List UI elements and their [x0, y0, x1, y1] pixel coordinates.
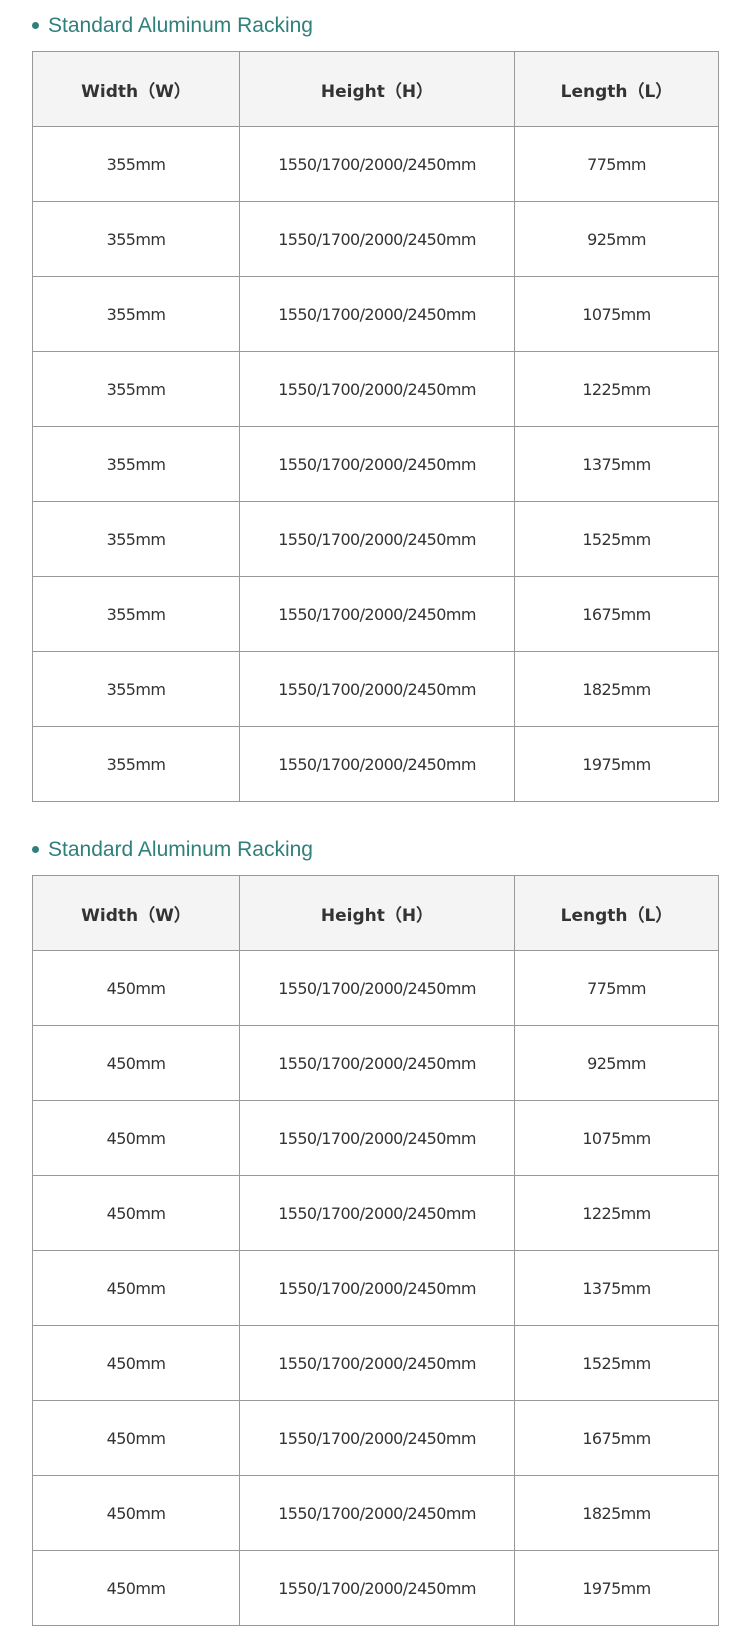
- table-cell: 1375mm: [514, 426, 719, 502]
- table-cell: 1525mm: [514, 1325, 719, 1401]
- table-row: 450mm 1550/1700/2000/2450mm 1525mm: [32, 1325, 719, 1401]
- table-cell: 355mm: [32, 576, 240, 652]
- spec-section: Standard Aluminum Racking Width（W） Height（…: [32, 0, 719, 802]
- table-cell: 450mm: [32, 1325, 240, 1401]
- table-cell: 1550/1700/2000/2450mm: [239, 1250, 515, 1326]
- table-header-row: Width（W） Height（H） Length（L）: [32, 875, 719, 951]
- table-cell: 1550/1700/2000/2450mm: [239, 1325, 515, 1401]
- table-row: 355mm 1550/1700/2000/2450mm 1525mm: [32, 501, 719, 577]
- table-cell: 1550/1700/2000/2450mm: [239, 1550, 515, 1626]
- table-cell: 775mm: [514, 950, 719, 1026]
- table-cell: 355mm: [32, 651, 240, 727]
- table-row: 450mm 1550/1700/2000/2450mm 1675mm: [32, 1400, 719, 1476]
- table-cell: 450mm: [32, 1400, 240, 1476]
- column-header: Width（W）: [32, 875, 240, 951]
- table-cell: 355mm: [32, 501, 240, 577]
- table-cell: 355mm: [32, 276, 240, 352]
- table-cell: 1675mm: [514, 1400, 719, 1476]
- table-cell: 1550/1700/2000/2450mm: [239, 726, 515, 802]
- spec-section: Standard Aluminum Racking Width（W） Height（…: [32, 824, 719, 1626]
- table-cell: 1075mm: [514, 1100, 719, 1176]
- table-cell: 1550/1700/2000/2450mm: [239, 576, 515, 652]
- column-header: Width（W）: [32, 51, 240, 127]
- section-title-text: Standard Aluminum Racking: [48, 837, 313, 861]
- table-cell: 450mm: [32, 950, 240, 1026]
- table-cell: 355mm: [32, 351, 240, 427]
- table-cell: 1675mm: [514, 576, 719, 652]
- table-row: 450mm 1550/1700/2000/2450mm 1375mm: [32, 1250, 719, 1326]
- bullet-icon: [32, 22, 39, 29]
- table-cell: 1075mm: [514, 276, 719, 352]
- table-cell: 1550/1700/2000/2450mm: [239, 126, 515, 202]
- table-cell: 1550/1700/2000/2450mm: [239, 950, 515, 1026]
- table-row: 355mm 1550/1700/2000/2450mm 1975mm: [32, 726, 719, 802]
- section-title-text: Standard Aluminum Racking: [48, 13, 313, 37]
- table-cell: 1550/1700/2000/2450mm: [239, 201, 515, 277]
- table-cell: 925mm: [514, 1025, 719, 1101]
- spec-table: Width（W） Height（H） Length（L） 450mm 1550/1700…: [32, 875, 719, 1626]
- table-cell: 925mm: [514, 201, 719, 277]
- table-cell: 1550/1700/2000/2450mm: [239, 501, 515, 577]
- table-row: 355mm 1550/1700/2000/2450mm 1675mm: [32, 576, 719, 652]
- table-row: 355mm 1550/1700/2000/2450mm 1075mm: [32, 276, 719, 352]
- spec-table: Width（W） Height（H） Length（L） 355mm 1550/1700…: [32, 51, 719, 802]
- table-cell: 1525mm: [514, 501, 719, 577]
- bullet-icon: [32, 846, 39, 853]
- table-cell: 1550/1700/2000/2450mm: [239, 276, 515, 352]
- table-row: 450mm 1550/1700/2000/2450mm 1075mm: [32, 1100, 719, 1176]
- table-cell: 355mm: [32, 201, 240, 277]
- table-cell: 450mm: [32, 1250, 240, 1326]
- column-header: Height（H）: [239, 51, 515, 127]
- section-title: Standard Aluminum Racking: [32, 824, 718, 875]
- table-row: 355mm 1550/1700/2000/2450mm 1825mm: [32, 651, 719, 727]
- table-cell: 1825mm: [514, 1475, 719, 1551]
- table-cell: 450mm: [32, 1025, 240, 1101]
- table-row: 450mm 1550/1700/2000/2450mm 775mm: [32, 950, 719, 1026]
- table-row: 355mm 1550/1700/2000/2450mm 925mm: [32, 201, 719, 277]
- table-cell: 1550/1700/2000/2450mm: [239, 1100, 515, 1176]
- section-title: Standard Aluminum Racking: [32, 0, 718, 51]
- table-cell: 1550/1700/2000/2450mm: [239, 351, 515, 427]
- table-cell: 450mm: [32, 1175, 240, 1251]
- table-cell: 775mm: [514, 126, 719, 202]
- column-header: Length（L）: [514, 51, 719, 127]
- table-cell: 1975mm: [514, 1550, 719, 1626]
- table-row: 450mm 1550/1700/2000/2450mm 1975mm: [32, 1550, 719, 1626]
- table-row: 450mm 1550/1700/2000/2450mm 1225mm: [32, 1175, 719, 1251]
- table-cell: 355mm: [32, 426, 240, 502]
- table-cell: 1975mm: [514, 726, 719, 802]
- table-header-row: Width（W） Height（H） Length（L）: [32, 51, 719, 127]
- table-cell: 1550/1700/2000/2450mm: [239, 1475, 515, 1551]
- table-row: 450mm 1550/1700/2000/2450mm 1825mm: [32, 1475, 719, 1551]
- table-cell: 1550/1700/2000/2450mm: [239, 426, 515, 502]
- table-cell: 450mm: [32, 1100, 240, 1176]
- table-cell: 1550/1700/2000/2450mm: [239, 651, 515, 727]
- table-cell: 355mm: [32, 726, 240, 802]
- table-row: 450mm 1550/1700/2000/2450mm 925mm: [32, 1025, 719, 1101]
- table-cell: 1550/1700/2000/2450mm: [239, 1175, 515, 1251]
- table-row: 355mm 1550/1700/2000/2450mm 1225mm: [32, 351, 719, 427]
- table-cell: 1375mm: [514, 1250, 719, 1326]
- table-cell: 450mm: [32, 1475, 240, 1551]
- table-cell: 1550/1700/2000/2450mm: [239, 1400, 515, 1476]
- table-row: 355mm 1550/1700/2000/2450mm 775mm: [32, 126, 719, 202]
- table-row: 355mm 1550/1700/2000/2450mm 1375mm: [32, 426, 719, 502]
- table-cell: 1225mm: [514, 1175, 719, 1251]
- table-cell: 450mm: [32, 1550, 240, 1626]
- column-header: Length（L）: [514, 875, 719, 951]
- table-cell: 355mm: [32, 126, 240, 202]
- table-cell: 1225mm: [514, 351, 719, 427]
- table-cell: 1550/1700/2000/2450mm: [239, 1025, 515, 1101]
- column-header: Height（H）: [239, 875, 515, 951]
- table-cell: 1825mm: [514, 651, 719, 727]
